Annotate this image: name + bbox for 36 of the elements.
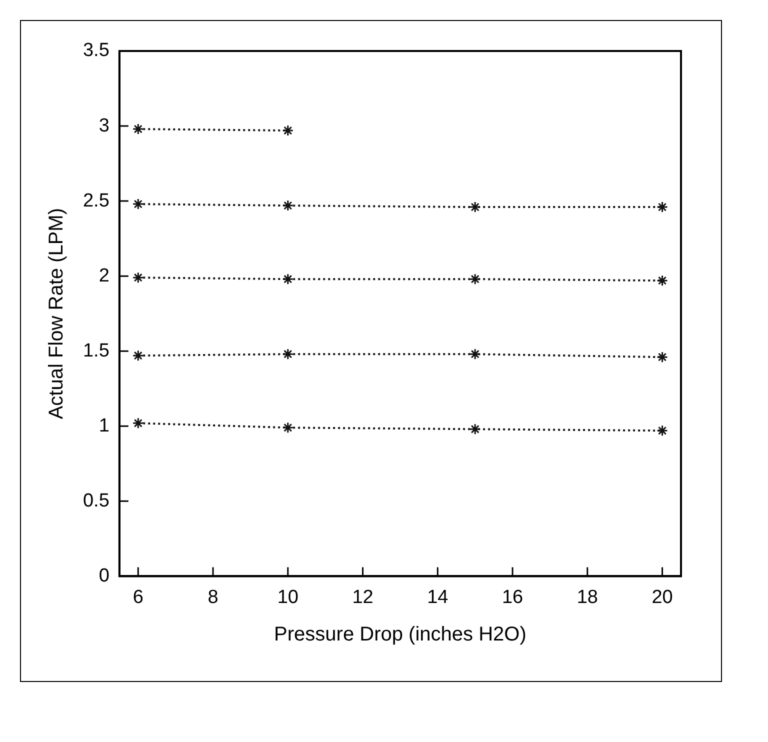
x-tick-label: 16 <box>502 586 524 608</box>
point <box>469 348 481 360</box>
point <box>132 123 144 135</box>
x-axis-title: Pressure Drop (inches H2O) <box>274 624 526 646</box>
y-axis-title: Actual Flow Rate (LPM) <box>46 208 68 420</box>
y-tick-label: 3 <box>98 115 110 136</box>
point <box>469 423 481 435</box>
point <box>469 273 481 285</box>
point <box>132 417 144 429</box>
point <box>282 422 294 434</box>
point <box>656 351 668 363</box>
point <box>282 124 294 136</box>
y-tick-label: 2 <box>98 265 110 286</box>
point <box>132 198 144 210</box>
point <box>132 350 144 362</box>
y-tick-label: 1 <box>98 415 110 436</box>
point <box>656 201 668 213</box>
point <box>282 273 294 285</box>
point <box>132 272 144 284</box>
y-tick-label: 2.5 <box>82 190 110 212</box>
x-tick-label: 20 <box>652 586 673 608</box>
point <box>282 348 294 360</box>
x-tick-label: 8 <box>208 586 218 608</box>
y-tick-label: 1.5 <box>82 340 110 362</box>
x-tick-label: 18 <box>576 586 598 608</box>
point <box>282 200 294 212</box>
y-tick-label: 0.5 <box>82 490 110 512</box>
point <box>656 424 668 436</box>
x-tick-label: 12 <box>352 586 374 608</box>
x-tick-label: 6 <box>132 586 144 608</box>
x-tick-label: 10 <box>277 586 298 608</box>
point <box>469 201 481 213</box>
point <box>656 274 668 286</box>
y-tick-label: 3.5 <box>82 40 110 62</box>
y-tick-label: 0 <box>98 565 110 586</box>
x-tick-label: 14 <box>427 586 449 608</box>
